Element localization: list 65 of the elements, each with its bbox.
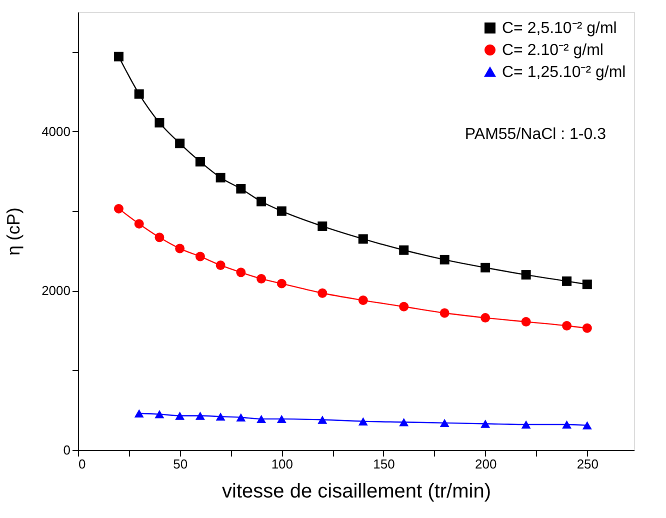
point <box>440 418 450 428</box>
point <box>154 118 164 128</box>
x-tick-label: 0 <box>78 456 86 472</box>
point <box>216 260 226 270</box>
point <box>318 221 328 231</box>
point <box>134 89 144 99</box>
x-tick-label: 50 <box>173 456 188 472</box>
annotation: PAM55/NaCl : 1-0.3 <box>464 126 606 143</box>
x-tick-label: 250 <box>576 456 599 472</box>
point <box>256 196 266 206</box>
x-tick-label: 200 <box>474 456 497 472</box>
point <box>256 414 266 424</box>
point <box>480 420 490 428</box>
point <box>582 421 592 430</box>
y-axis-title: η (cP) <box>4 207 24 256</box>
point <box>154 410 164 418</box>
point <box>175 244 185 254</box>
legend-label: C= 2,5.10⁻² g/ml <box>502 20 617 37</box>
point <box>440 254 450 264</box>
x-tick-label: 150 <box>373 456 395 472</box>
x-tick-label: 100 <box>271 456 294 472</box>
x-axis-title: vitesse de cisaillement (tr/min) <box>222 480 491 502</box>
point <box>562 276 572 286</box>
point <box>236 184 246 194</box>
point <box>521 270 531 280</box>
point <box>399 245 409 255</box>
y-tick-label: 4000 <box>42 124 70 139</box>
point <box>562 321 572 330</box>
point <box>399 302 409 312</box>
point <box>134 219 144 229</box>
point <box>195 412 205 420</box>
point <box>582 323 592 333</box>
point <box>256 274 266 284</box>
point <box>236 413 246 422</box>
point <box>114 204 124 214</box>
point <box>195 156 205 166</box>
point <box>480 262 490 272</box>
legend-label: C= 2.10⁻² g/ml <box>502 42 604 59</box>
point <box>236 268 246 278</box>
point <box>175 138 185 148</box>
point <box>521 420 531 429</box>
point <box>318 416 328 424</box>
point <box>358 296 368 306</box>
point <box>358 417 368 426</box>
point <box>440 308 450 318</box>
point <box>114 52 124 62</box>
point <box>134 409 144 418</box>
point <box>276 278 286 288</box>
point <box>318 288 328 298</box>
point <box>216 412 226 421</box>
point <box>195 252 205 262</box>
point <box>276 206 286 216</box>
point <box>399 418 409 426</box>
y-tick-label: 2000 <box>42 283 70 298</box>
y-tick-label: 0 <box>63 442 70 458</box>
point <box>216 172 226 182</box>
point <box>175 412 185 420</box>
point <box>521 317 531 327</box>
point <box>480 313 490 323</box>
point <box>358 234 368 244</box>
point <box>562 420 572 429</box>
legend-label: C= 1,25.10⁻² g/ml <box>502 64 626 81</box>
point <box>582 280 592 290</box>
point <box>276 414 286 424</box>
point <box>154 232 164 242</box>
